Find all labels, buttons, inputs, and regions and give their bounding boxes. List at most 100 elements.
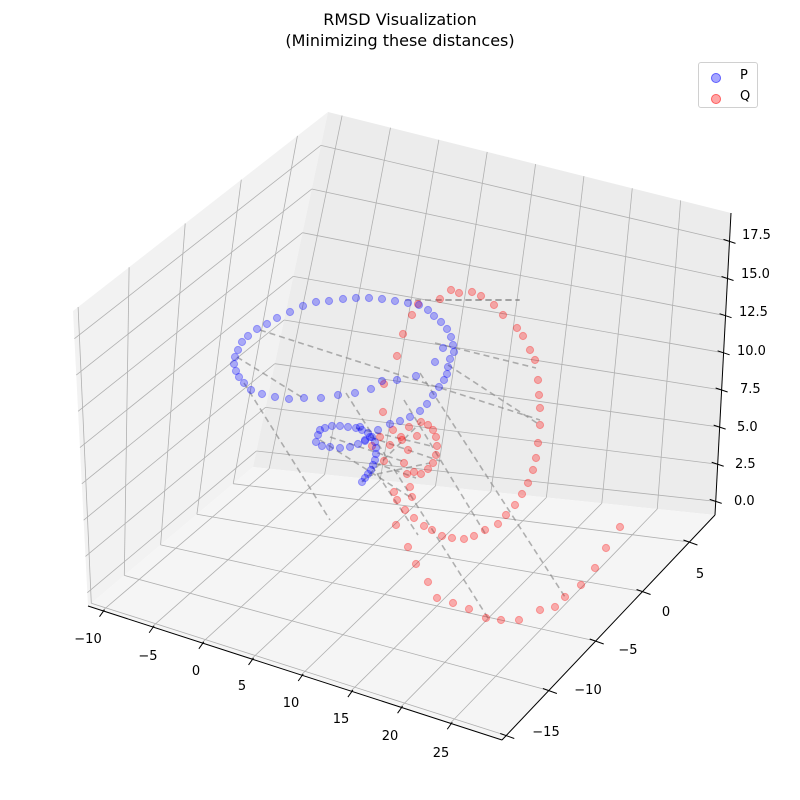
q-point	[404, 422, 414, 432]
q-point	[432, 441, 442, 451]
p-point	[373, 425, 383, 435]
p-point	[423, 305, 433, 315]
y-tick-label: 0	[662, 605, 670, 620]
p-point	[237, 337, 247, 347]
q-point	[535, 420, 545, 430]
q-point	[512, 323, 522, 333]
q-point	[389, 487, 399, 497]
q-point	[447, 533, 457, 543]
series-q-points	[367, 285, 625, 625]
z-tick-label: 15.0	[741, 267, 770, 282]
p-point	[357, 477, 367, 487]
p-point	[284, 394, 294, 404]
p-point	[360, 473, 370, 483]
p-point	[233, 345, 243, 355]
p-point	[311, 437, 321, 447]
q-point	[615, 522, 625, 532]
q-point	[489, 300, 499, 310]
p-point	[366, 465, 376, 475]
p-point	[385, 419, 395, 429]
q-point	[428, 425, 438, 435]
q-point	[480, 525, 490, 535]
p-point	[442, 324, 452, 334]
p-point	[343, 422, 353, 432]
x-tick-label: 10	[283, 696, 300, 711]
q-point	[533, 438, 543, 448]
p-point	[299, 393, 309, 403]
q-point	[379, 379, 389, 389]
p-point	[324, 296, 334, 306]
p-point	[411, 371, 421, 381]
p-point	[429, 311, 439, 321]
p-point	[377, 376, 387, 386]
p-point	[316, 393, 326, 403]
q-point	[514, 615, 524, 625]
p-point	[366, 384, 376, 394]
p-point	[434, 382, 444, 392]
p-point	[355, 422, 365, 432]
p-point	[405, 412, 415, 422]
p-point	[446, 332, 456, 342]
x-tick-label: 25	[433, 746, 450, 761]
q-point	[535, 605, 545, 615]
q-point	[467, 287, 477, 297]
y-tick-label: −5	[618, 643, 637, 658]
p-point	[353, 439, 363, 449]
p-point	[368, 460, 378, 470]
q-point	[400, 505, 410, 515]
q-point	[446, 285, 456, 295]
q-point	[411, 559, 421, 569]
p-point	[351, 293, 361, 303]
p-point	[252, 324, 262, 334]
q-point	[407, 492, 417, 502]
legend-label-p: P	[740, 68, 748, 83]
q-point	[437, 531, 447, 541]
p-point	[365, 432, 375, 442]
p-point	[364, 293, 374, 303]
q-point	[405, 482, 415, 492]
x-tick-label: −10	[74, 632, 101, 647]
q-point	[535, 403, 545, 413]
legend-marker-p-icon	[711, 73, 721, 83]
q-point	[523, 478, 533, 488]
q-point	[391, 520, 401, 530]
p-point	[445, 354, 455, 364]
q-point	[454, 288, 464, 298]
q-point	[379, 456, 389, 466]
q-point	[498, 310, 508, 320]
q-point	[530, 355, 540, 365]
p-point	[442, 369, 452, 379]
chart-title-line2: (Minimizing these distances)	[285, 31, 515, 50]
p-point	[436, 317, 446, 327]
p-point	[298, 301, 308, 311]
q-point	[409, 513, 419, 523]
p-point	[246, 385, 256, 395]
q-point	[423, 420, 433, 430]
p-point	[325, 442, 335, 452]
q-point	[531, 453, 541, 463]
legend-label-q: Q	[740, 89, 751, 104]
q-point	[403, 445, 413, 455]
x-tick-labels: −10 −5 0 5 10 15 20 25	[74, 632, 449, 761]
q-point	[517, 489, 527, 499]
q-point	[375, 432, 385, 442]
q-point	[533, 375, 543, 385]
p-point	[320, 423, 330, 433]
q-point	[476, 291, 486, 301]
p-point	[345, 442, 355, 452]
p-point	[363, 428, 373, 438]
q-point	[413, 299, 423, 309]
q-point	[419, 521, 429, 531]
z-tick-label: 5.0	[737, 420, 758, 435]
q-point	[397, 435, 407, 445]
p-point	[262, 319, 272, 329]
q-point	[428, 458, 438, 468]
q-point	[469, 531, 479, 541]
p-point	[315, 425, 325, 435]
q-point	[407, 310, 417, 320]
p-point	[430, 357, 440, 367]
p-point	[377, 294, 387, 304]
q-point	[459, 534, 469, 544]
q-point	[403, 542, 413, 552]
